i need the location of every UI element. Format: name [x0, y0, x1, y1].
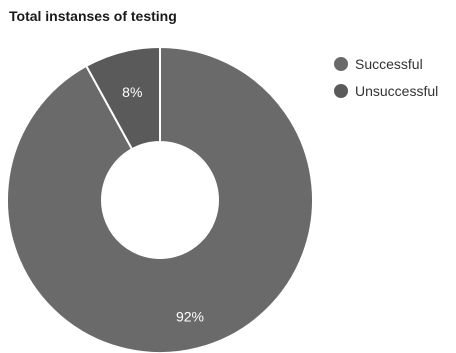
chart-title: Total instanses of testing [9, 8, 177, 24]
slice-label-successful: 92% [176, 309, 204, 325]
legend-swatch-successful [334, 56, 348, 71]
chart-legend: Successful Unsuccessful [334, 50, 438, 104]
legend-swatch-unsuccessful [334, 83, 348, 98]
legend-label-unsuccessful: Unsuccessful [355, 82, 439, 99]
legend-item-successful: Successful [334, 50, 438, 77]
legend-label-successful: Successful [355, 55, 423, 72]
slice-label-unsuccessful: 8% [122, 84, 142, 100]
slice-successful [6, 45, 314, 353]
legend-item-unsuccessful: Unsuccessful [334, 77, 438, 104]
slice-unsuccessful [84, 45, 161, 151]
